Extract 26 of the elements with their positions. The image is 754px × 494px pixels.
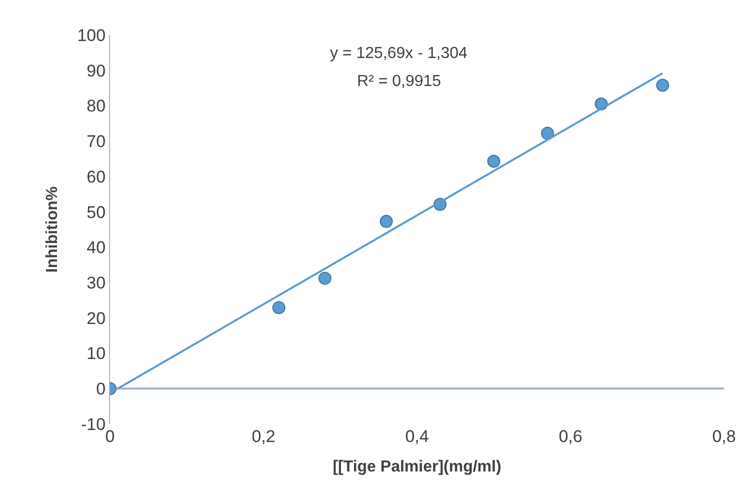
x-tick-label: 0,4 <box>405 427 429 446</box>
point <box>272 301 286 314</box>
annotation: y = 125,69x - 1,304 <box>330 45 468 62</box>
x-axis-title: [[Tige Palmier](mg/ml) <box>332 458 502 476</box>
x-tick-label: 0,2 <box>252 427 276 446</box>
point <box>380 214 393 228</box>
point <box>487 154 500 168</box>
y-tick-label: 90 <box>86 61 106 80</box>
point <box>656 78 670 92</box>
y-tick-label: 10 <box>86 344 106 364</box>
y-tick-label: -10 <box>81 414 106 434</box>
annotation: R² = 0,9915 <box>357 73 442 90</box>
y-axis-title: Inhibition% <box>44 186 62 273</box>
y-tick-label: 40 <box>86 238 106 258</box>
x-tick-label: 0,8 <box>712 427 736 446</box>
point <box>540 126 554 140</box>
y-tick-label: 60 <box>86 167 106 186</box>
y-tick-label: 0 <box>96 380 106 399</box>
y-tick-label: 80 <box>86 96 106 116</box>
x-tick-label: 0,6 <box>558 427 582 446</box>
y-tick-label: 70 <box>86 132 106 152</box>
point <box>318 272 332 285</box>
y-tick-label: 50 <box>86 202 106 222</box>
y-tick-label: 100 <box>77 26 106 45</box>
y-tick-label: 20 <box>86 308 106 328</box>
y-tick-label: 30 <box>86 274 106 292</box>
